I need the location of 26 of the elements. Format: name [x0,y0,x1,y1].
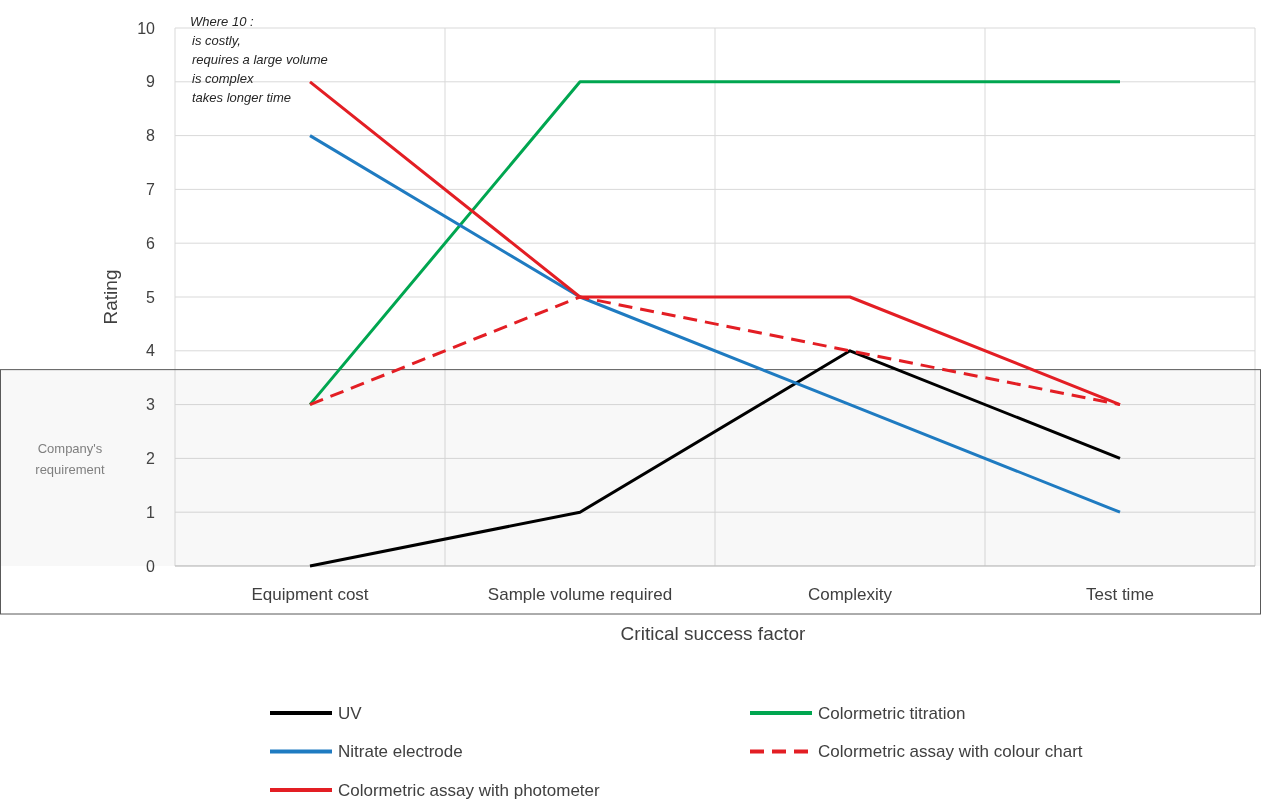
x-tick-label: Complexity [807,585,893,604]
annotation: Where 10 : is costly, requires a large volume is complex takes longer time [190,14,328,105]
y-tick-label: 7 [146,181,156,198]
y-tick-label: 0 [146,557,156,575]
line-series [308,134,1122,514]
band-label: Company's requirement [35,440,106,477]
y-tick-label: 9 [146,73,156,91]
legend-label: Colormetric assay with photometer [338,780,601,800]
x-tick-label: Sample volume required [487,585,673,604]
x-tick-label: Equipment cost [251,585,369,604]
y-axis-title: Rating [100,269,121,325]
y-tick-label: 2 [146,450,156,467]
x-tick-label: Test time [1085,585,1155,604]
y-tick-label: 4 [146,342,156,360]
y-tick-label: 10 [137,19,156,37]
legend-label: Colormetric titration [818,703,966,723]
y-tick-label: 3 [146,396,156,414]
y-tick-label: 8 [146,127,156,145]
legend-label: Nitrate electrode [338,742,463,762]
line-series [308,349,1122,568]
legend-label: Colormetric assay with colour chart [818,742,1083,762]
legend-label: UV [338,703,363,723]
y-tick-label: 5 [146,288,156,306]
x-axis-title: Critical success factor [620,623,807,644]
y-tick-label: 6 [146,234,156,252]
y-tick-label: 1 [146,503,156,521]
